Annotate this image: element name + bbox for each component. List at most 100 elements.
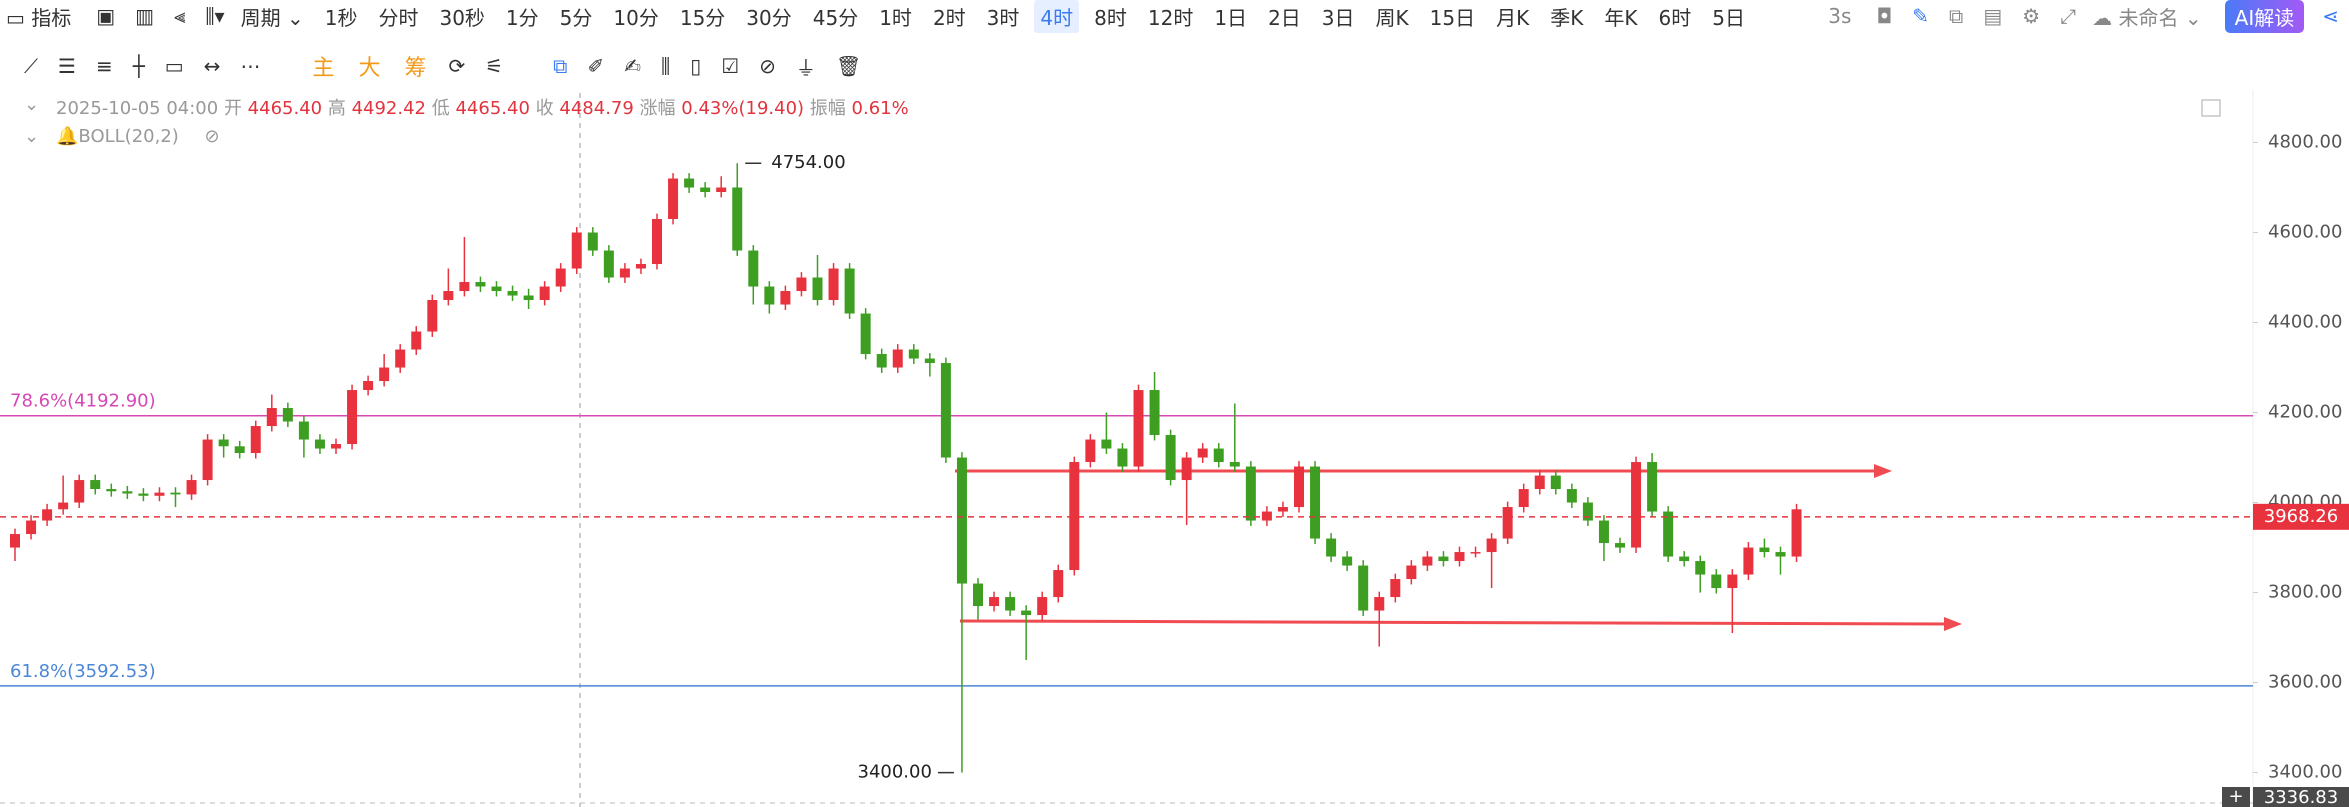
share-icon[interactable]: ⋖: [2322, 4, 2339, 28]
icon[interactable]: ⤢: [2060, 4, 2077, 28]
period-button[interactable]: 45分: [812, 5, 859, 30]
period-button[interactable]: 2时: [932, 5, 966, 30]
collapse-icon[interactable]: ⌄: [24, 94, 40, 115]
tool[interactable]: ☑: [721, 54, 740, 78]
tool[interactable]: ▭: [164, 54, 184, 78]
candle-body: [1069, 462, 1080, 571]
hide-icon[interactable]: ⊘: [204, 126, 220, 147]
icon[interactable]: ◘: [1876, 4, 1893, 28]
value: 4484.79: [559, 98, 634, 119]
last-price-box: [2253, 503, 2349, 530]
candle-body: [1213, 448, 1224, 463]
candle-body: [1406, 565, 1417, 580]
indicator-button[interactable]: ▭ 指标: [6, 5, 72, 30]
period-button[interactable]: 15分: [679, 5, 726, 30]
candle-body: [539, 286, 550, 301]
period-button[interactable]: 6时: [1658, 5, 1692, 30]
period-button[interactable]: 1日: [1214, 5, 1248, 30]
icon[interactable]: ▣: [96, 4, 116, 28]
tool[interactable]: ▯: [690, 54, 702, 78]
y-tick-label: 3400.00: [2268, 762, 2342, 783]
period-button[interactable]: 1时: [879, 5, 912, 30]
candle-body: [908, 349, 919, 359]
period-button[interactable]: 30秒: [439, 5, 485, 30]
expand-icon[interactable]: [2201, 99, 2221, 117]
text-tool[interactable]: 大: [358, 56, 381, 81]
period-button[interactable]: 3日: [1321, 5, 1355, 30]
tool[interactable]: ✍: [624, 54, 641, 78]
tool[interactable]: ↔: [203, 54, 221, 78]
period-button[interactable]: 10分: [613, 5, 659, 30]
label: 开: [223, 98, 242, 119]
candle-body: [90, 480, 101, 490]
icon[interactable]: ⫼▾: [205, 4, 225, 28]
tool[interactable]: ⚟: [485, 54, 504, 78]
candle-body: [989, 597, 1000, 607]
period-button[interactable]: 5日: [1712, 5, 1745, 30]
period-button[interactable]: 周K: [1375, 5, 1409, 30]
period-button[interactable]: 2日: [1268, 5, 1301, 30]
drawing-toolbar: ⟋ ☰ ≡ ┼ ▭ ↔ ⋯ 主大筹 ⟳ ⚟ ⧉ ✐ ✍ ⫼ ▯ ☑ ⊘ ⏚ 🗑: [0, 48, 871, 84]
collapse-icon[interactable]: ⌄: [24, 126, 40, 147]
tool[interactable]: ✐: [587, 54, 605, 78]
candle-body: [748, 250, 759, 287]
icon[interactable]: ⧉: [1949, 4, 1964, 28]
refresh-interval[interactable]: 3s: [1828, 4, 1852, 28]
candle-body: [1149, 390, 1160, 436]
fib-label: 78.6%(4192.90): [10, 391, 156, 412]
layout-menu[interactable]: ☁ 未命名 ⌄: [2092, 5, 2202, 30]
candle-body: [1791, 509, 1802, 557]
candle-body: [700, 187, 711, 193]
tool[interactable]: ⏚: [795, 55, 816, 80]
candle-body: [395, 349, 406, 368]
candle-body: [780, 291, 791, 305]
candle-body: [956, 457, 967, 584]
candle-body: [619, 268, 630, 278]
icon[interactable]: ▤: [1983, 4, 2003, 28]
candle-body: [603, 250, 614, 278]
period-button[interactable]: 年K: [1604, 5, 1638, 30]
candle-body: [1534, 475, 1545, 490]
period-button[interactable]: 1分: [505, 5, 539, 30]
value: 4492.42: [351, 98, 427, 119]
candle-body: [491, 286, 502, 292]
tool[interactable]: ┼: [132, 54, 145, 78]
tool[interactable]: ⊘: [759, 54, 776, 78]
candle-body: [58, 502, 69, 510]
candle-body: [234, 446, 245, 454]
text-tool[interactable]: 主: [312, 56, 335, 81]
tool[interactable]: ≡: [95, 54, 113, 78]
top-toolbar: ▭ 指标 ▣ ▥ ⫷ ⫼▾ 周期 ⌄ 1秒 分时 30秒 1分 5分 10分 15分 30分 45分 1…: [0, 0, 2349, 33]
period-button[interactable]: 15日: [1429, 5, 1476, 30]
tool[interactable]: ⟋: [24, 54, 38, 78]
candle-body: [1374, 597, 1385, 611]
period-button[interactable]: 分时: [378, 5, 419, 30]
candle-body: [1133, 390, 1144, 467]
period-button[interactable]: 3时: [986, 5, 1020, 30]
icon[interactable]: ▥: [135, 4, 155, 28]
period-button[interactable]: 1秒: [324, 5, 358, 30]
period-button[interactable]: 5分: [559, 5, 593, 30]
period-button[interactable]: 8时: [1094, 5, 1127, 30]
period-button[interactable]: 季K: [1550, 5, 1584, 30]
period-button[interactable]: 月K: [1496, 5, 1530, 30]
text-tool[interactable]: 筹: [404, 56, 427, 81]
candle-body: [635, 264, 646, 269]
candle-body: [1277, 507, 1288, 512]
period-button[interactable]: 12时: [1147, 5, 1194, 30]
tool[interactable]: ⋯: [240, 54, 261, 78]
tool[interactable]: ⫼: [660, 54, 671, 78]
icon[interactable]: ⫷: [174, 4, 186, 28]
period-menu[interactable]: 周期 ⌄: [240, 5, 304, 30]
period-button[interactable]: 30分: [746, 5, 792, 30]
period-button[interactable]: 4时: [1034, 0, 1080, 33]
tool[interactable]: ⟳: [448, 54, 466, 78]
tool[interactable]: ⧉: [553, 54, 568, 78]
tool[interactable]: 🗑: [835, 54, 862, 78]
tool[interactable]: ☰: [58, 54, 76, 78]
candle-body: [1679, 556, 1690, 562]
icon[interactable]: ✎: [1912, 4, 1930, 28]
candle-body: [652, 219, 662, 265]
ai-button[interactable]: AI解读: [2224, 0, 2305, 33]
icon[interactable]: ⚙: [2022, 4, 2041, 28]
